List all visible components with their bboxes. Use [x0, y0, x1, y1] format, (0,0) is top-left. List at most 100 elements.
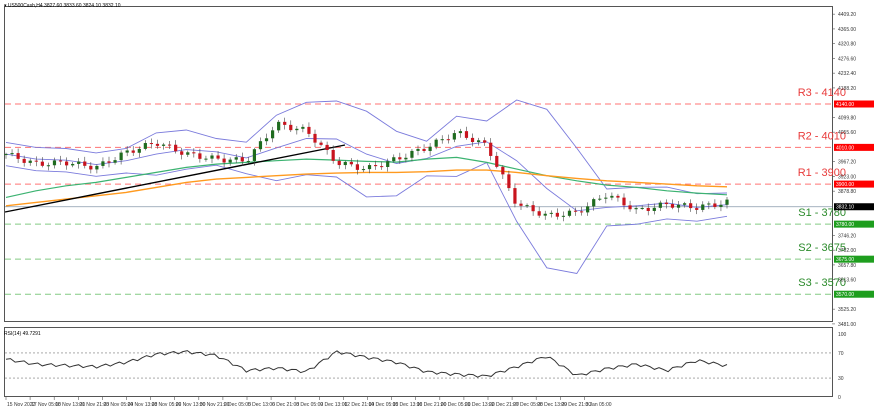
- candle-body: [216, 155, 220, 159]
- candle-body: [295, 128, 299, 131]
- candle-body: [289, 124, 293, 131]
- candle-body: [701, 204, 705, 210]
- candle-body: [434, 139, 438, 147]
- candle-body: [549, 212, 553, 214]
- time-tick-label: 29 Dec 21:00: [561, 402, 591, 408]
- candle-body: [355, 164, 360, 170]
- candle-body: [313, 133, 317, 143]
- rsi-tick-label: 70: [838, 351, 844, 357]
- candle-body: [410, 150, 414, 158]
- candle-body: [343, 161, 347, 166]
- symbol-header: ▾ US500Cash,H4 3827.60 3833.60 3824.10 3…: [4, 3, 121, 9]
- candle-body: [573, 210, 578, 212]
- candle-body: [392, 157, 396, 162]
- candle-body: [319, 142, 323, 145]
- time-tick-label: 2 Dec 05:00: [224, 402, 251, 408]
- candle-body: [325, 144, 329, 151]
- candle-body: [270, 130, 275, 139]
- candle-body: [258, 141, 263, 150]
- candle-body: [264, 138, 269, 142]
- candle-body: [579, 211, 584, 213]
- level-price-tag-text: 3900.00: [836, 182, 854, 188]
- candle-body: [22, 158, 26, 163]
- candle-body: [174, 144, 178, 152]
- candlesticks: [4, 117, 729, 222]
- price-tick-label: 3746.20: [838, 233, 856, 239]
- candle-body: [46, 165, 51, 167]
- level-price-tag-text: 3570.00: [836, 292, 854, 298]
- price-tick-label: 3967.20: [838, 160, 856, 166]
- candle-body: [616, 195, 620, 198]
- price-tick-label: 4320.80: [838, 42, 856, 48]
- price-tick-label: 4232.40: [838, 71, 856, 77]
- candle-body: [16, 153, 20, 159]
- candle-body: [101, 161, 105, 166]
- candle-body: [198, 153, 202, 159]
- candle-body: [277, 121, 281, 131]
- candle-body: [689, 203, 693, 209]
- candle-body: [458, 131, 463, 134]
- candle-body: [4, 154, 8, 156]
- candle-body: [386, 161, 390, 167]
- time-tick-label: 21 Dec 13:00: [465, 402, 495, 408]
- rsi-tick-label: 0: [838, 395, 841, 401]
- price-tick-label: 4188.20: [838, 86, 856, 92]
- time-tick-label: 27 Dec 05:00: [513, 402, 543, 408]
- time-tick-label: 20 Dec 05:00: [441, 402, 471, 408]
- candle-body: [567, 210, 572, 216]
- level-label: R3 - 4140: [798, 87, 846, 99]
- price-tick-label: 3525.20: [838, 307, 856, 313]
- candle-body: [513, 188, 517, 204]
- candle-body: [95, 165, 99, 170]
- level-label: R2 - 4010: [798, 130, 846, 142]
- candle-body: [622, 197, 626, 206]
- level-price-tag-text: 4140.00: [836, 102, 854, 108]
- candle-body: [107, 161, 111, 163]
- level-price-tag: [834, 220, 874, 228]
- collapse-triangle-icon[interactable]: ▾: [4, 3, 7, 9]
- time-tick-label: 24 Nov 13:00: [128, 402, 158, 408]
- price-tick-label: 3481.00: [838, 322, 856, 328]
- price-tick-label: 4099.80: [838, 115, 856, 121]
- candle-body: [228, 159, 232, 163]
- time-tick-label: 5 Dec 13:00: [248, 402, 275, 408]
- candle-body: [137, 148, 141, 153]
- symbol-ohlc-text: US500Cash,H4 3827.60 3833.60 3824.10 383…: [7, 3, 121, 9]
- candle-body: [155, 143, 160, 146]
- bollinger-lower-band: [5, 162, 728, 274]
- candle-body: [422, 148, 426, 151]
- candle-body: [337, 160, 341, 166]
- rsi-tick-label: 100: [838, 332, 847, 338]
- price-tick-label: 4409.20: [838, 12, 856, 18]
- candle-body: [525, 205, 529, 207]
- moving-average-green: [5, 156, 728, 198]
- candle-body: [476, 140, 481, 143]
- rsi-line: [5, 350, 728, 378]
- time-tick-label: 29 Nov 13:00: [176, 402, 206, 408]
- candle-body: [204, 158, 208, 160]
- candle-body: [149, 143, 154, 145]
- candle-body: [167, 144, 172, 146]
- candle-body: [373, 165, 378, 167]
- candle-body: [495, 155, 499, 167]
- time-tick-label: 3 Jan 05:00: [585, 402, 611, 408]
- candle-body: [646, 207, 650, 211]
- candle-body: [234, 157, 238, 160]
- candle-body: [83, 161, 87, 166]
- candle-body: [125, 150, 129, 153]
- candle-body: [428, 146, 432, 151]
- time-tick-label: 28 Dec 13:00: [537, 402, 567, 408]
- candle-body: [470, 137, 475, 143]
- level-price-tag: [834, 100, 874, 108]
- price-tick-label: 3657.80: [838, 263, 856, 269]
- candle-body: [501, 166, 505, 175]
- candle-body: [604, 197, 608, 199]
- candle-body: [416, 148, 420, 151]
- candle-body: [670, 204, 675, 208]
- time-tick-label: 14 Dec 05:00: [369, 402, 399, 408]
- level-price-tag-text: 3780.00: [836, 222, 854, 228]
- time-tick-label: 22 Dec 21:00: [489, 402, 519, 408]
- time-tick-label: 18 Nov 13:00: [55, 402, 85, 408]
